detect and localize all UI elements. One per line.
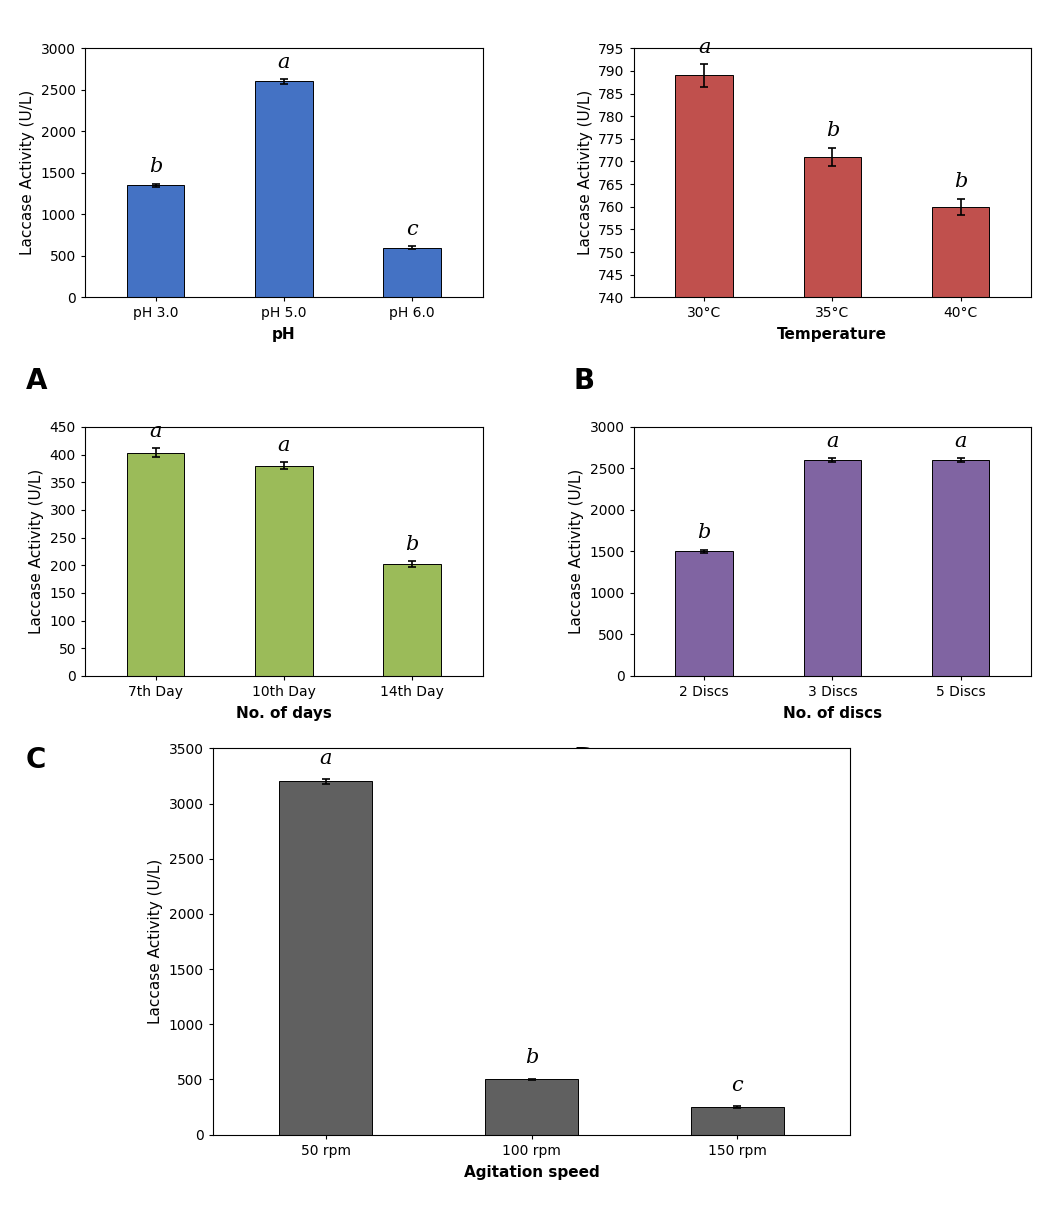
Bar bbox=[932, 460, 990, 676]
Bar bbox=[485, 1079, 578, 1135]
Text: B: B bbox=[574, 367, 595, 395]
Text: a: a bbox=[277, 53, 290, 72]
Bar bbox=[255, 466, 313, 676]
Text: A: A bbox=[26, 367, 47, 395]
Bar bbox=[804, 460, 861, 676]
Text: a: a bbox=[149, 422, 162, 441]
Text: b: b bbox=[149, 157, 163, 176]
Text: a: a bbox=[826, 432, 839, 450]
Text: b: b bbox=[405, 535, 419, 554]
X-axis label: pH: pH bbox=[272, 327, 296, 343]
Bar bbox=[675, 76, 733, 1207]
Text: a: a bbox=[698, 37, 710, 57]
X-axis label: Temperature: Temperature bbox=[777, 327, 888, 343]
Text: a: a bbox=[955, 432, 967, 451]
Y-axis label: Laccase Activity (U/L): Laccase Activity (U/L) bbox=[20, 91, 35, 256]
Text: b: b bbox=[826, 122, 839, 140]
Y-axis label: Laccase Activity (U/L): Laccase Activity (U/L) bbox=[569, 468, 584, 634]
Text: a: a bbox=[320, 748, 332, 768]
Text: C: C bbox=[26, 746, 46, 774]
Bar bbox=[255, 82, 313, 297]
Text: b: b bbox=[954, 173, 967, 191]
Text: D: D bbox=[574, 746, 597, 774]
Bar bbox=[383, 247, 441, 297]
Text: b: b bbox=[697, 524, 711, 542]
Y-axis label: Laccase Activity (U/L): Laccase Activity (U/L) bbox=[577, 91, 593, 256]
Text: c: c bbox=[406, 220, 418, 239]
Bar bbox=[675, 552, 733, 676]
X-axis label: Agitation speed: Agitation speed bbox=[463, 1165, 600, 1179]
Bar bbox=[280, 781, 372, 1135]
Bar bbox=[383, 564, 441, 676]
X-axis label: No. of discs: No. of discs bbox=[782, 706, 882, 721]
Text: b: b bbox=[525, 1048, 538, 1067]
Bar bbox=[126, 453, 184, 676]
Bar bbox=[126, 185, 184, 297]
Text: a: a bbox=[277, 436, 290, 455]
Y-axis label: Laccase Activity (U/L): Laccase Activity (U/L) bbox=[148, 859, 163, 1024]
Text: c: c bbox=[731, 1075, 743, 1095]
Bar bbox=[691, 1107, 783, 1135]
Y-axis label: Laccase Activity (U/L): Laccase Activity (U/L) bbox=[29, 468, 44, 634]
Bar bbox=[932, 206, 990, 1207]
X-axis label: No. of days: No. of days bbox=[236, 706, 332, 721]
Bar bbox=[804, 157, 861, 1207]
